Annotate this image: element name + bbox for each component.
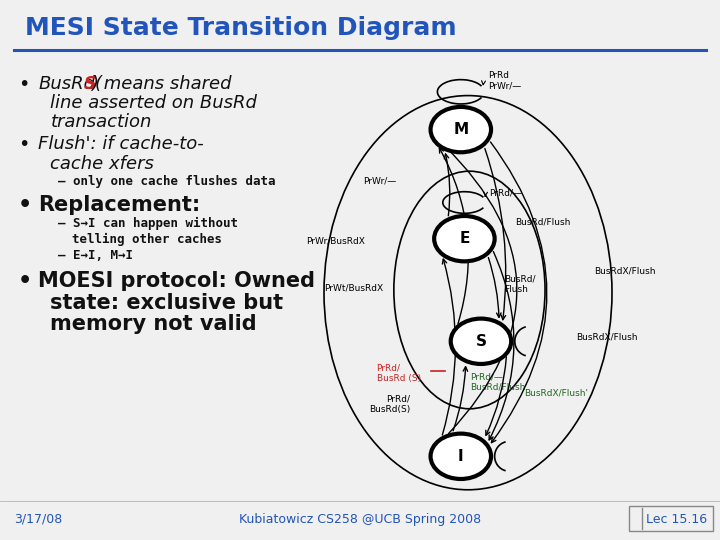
Text: cache xfers: cache xfers [50,155,154,173]
Text: Replacement:: Replacement: [38,195,200,215]
Text: transaction: transaction [50,113,152,131]
Text: •: • [18,195,32,215]
Text: state: exclusive but: state: exclusive but [50,293,284,313]
Text: BusRdX/Flush: BusRdX/Flush [594,267,655,276]
Text: PrRd
PrWr/—: PrRd PrWr/— [488,71,521,91]
Text: – only one cache flushes data: – only one cache flushes data [58,176,275,188]
Text: – S→I can happen without: – S→I can happen without [58,217,238,230]
Text: Lec 15.16: Lec 15.16 [647,513,707,526]
Text: PrRd/
BusRd(S): PrRd/ BusRd(S) [369,395,410,414]
Text: memory not valid: memory not valid [50,314,257,334]
Circle shape [434,216,495,261]
Text: E: E [459,231,469,246]
Text: PrRd/—
BusRd/Flush': PrRd/— BusRd/Flush' [470,372,528,391]
Text: Flush': if cache-to-: Flush': if cache-to- [38,135,204,153]
Text: line asserted on BusRd: line asserted on BusRd [50,94,257,112]
Text: Kubiatowicz CS258 @UCB Spring 2008: Kubiatowicz CS258 @UCB Spring 2008 [239,513,481,526]
Text: PrWt/BusRdX: PrWt/BusRdX [324,283,383,292]
Text: PrWr/BusRdX: PrWr/BusRdX [306,237,365,245]
Text: 3/17/08: 3/17/08 [14,513,63,526]
Text: PrRd/—: PrRd/— [490,189,523,198]
Text: •: • [18,75,30,93]
Text: telling other caches: telling other caches [72,233,222,246]
Text: – E→I, M→I: – E→I, M→I [58,249,132,262]
Text: MESI State Transition Diagram: MESI State Transition Diagram [25,16,456,40]
Text: PrWr/—: PrWr/— [363,177,396,186]
Circle shape [451,319,511,364]
Text: S: S [84,75,96,92]
Text: S: S [475,334,487,349]
Text: I: I [458,449,464,464]
Text: •: • [18,271,32,291]
Text: PrRd/
BusRd (S): PrRd/ BusRd (S) [377,364,420,383]
Text: BusRd/Flush: BusRd/Flush [515,218,570,226]
Text: BusRdX/Flush: BusRdX/Flush [576,332,637,341]
Text: BusRd/
Flush: BusRd/ Flush [504,275,536,294]
Circle shape [431,107,491,152]
Text: ) means shared: ) means shared [91,75,232,92]
Text: •: • [18,135,30,154]
Text: M: M [453,122,469,137]
Text: BusRdX/Flush': BusRdX/Flush' [524,389,588,398]
Text: BusRd(: BusRd( [38,75,102,92]
Text: MOESI protocol: Owned: MOESI protocol: Owned [38,271,315,291]
Circle shape [431,434,491,479]
